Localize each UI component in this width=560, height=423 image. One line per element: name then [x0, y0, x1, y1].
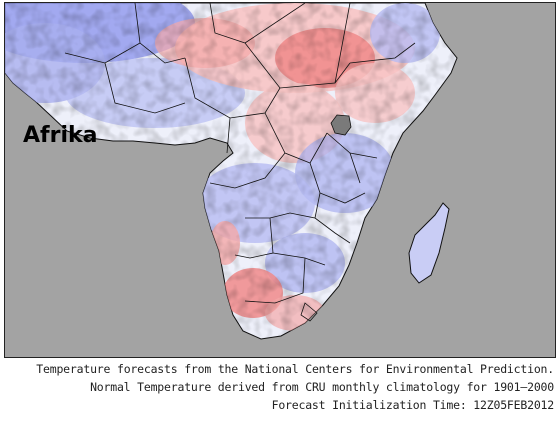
country-borders [64, 3, 416, 322]
forecast-map: Afrika [4, 2, 556, 358]
africa-map-svg [5, 3, 458, 340]
temperature-shading [5, 3, 457, 339]
madagascar [408, 202, 450, 284]
region-label: Afrika [23, 123, 98, 148]
lake-victoria [330, 114, 352, 136]
caption-line-source: Temperature forecasts from the National … [36, 362, 554, 376]
map-caption: Temperature forecasts from the National … [36, 360, 554, 414]
caption-line-init-time: Forecast Initialization Time: 12Z05FEB20… [271, 398, 555, 412]
caption-line-climatology: Normal Temperature derived from CRU mont… [90, 380, 554, 394]
